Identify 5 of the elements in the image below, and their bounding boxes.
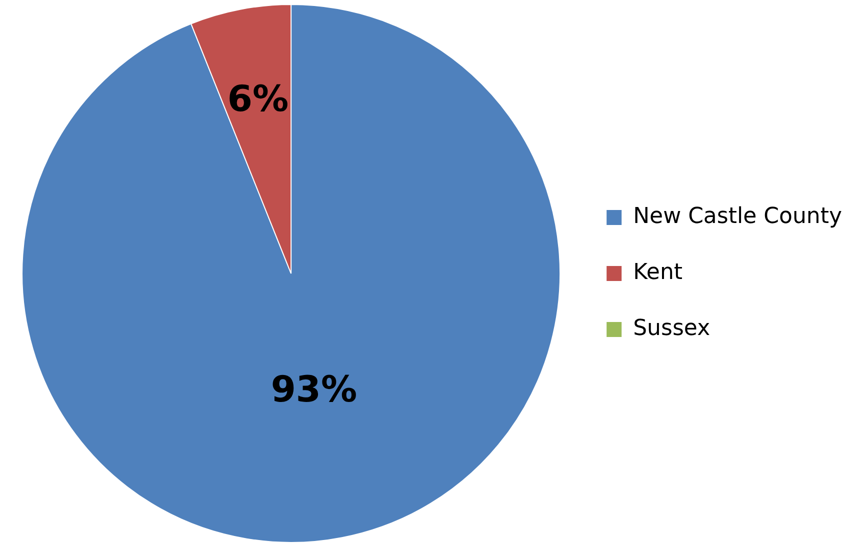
legend-label: Kent: [633, 260, 683, 286]
legend-label: Sussex: [633, 316, 710, 342]
legend-label: New Castle County: [633, 204, 842, 230]
data-label: 6%: [227, 79, 289, 120]
data-label: 93%: [270, 370, 358, 411]
